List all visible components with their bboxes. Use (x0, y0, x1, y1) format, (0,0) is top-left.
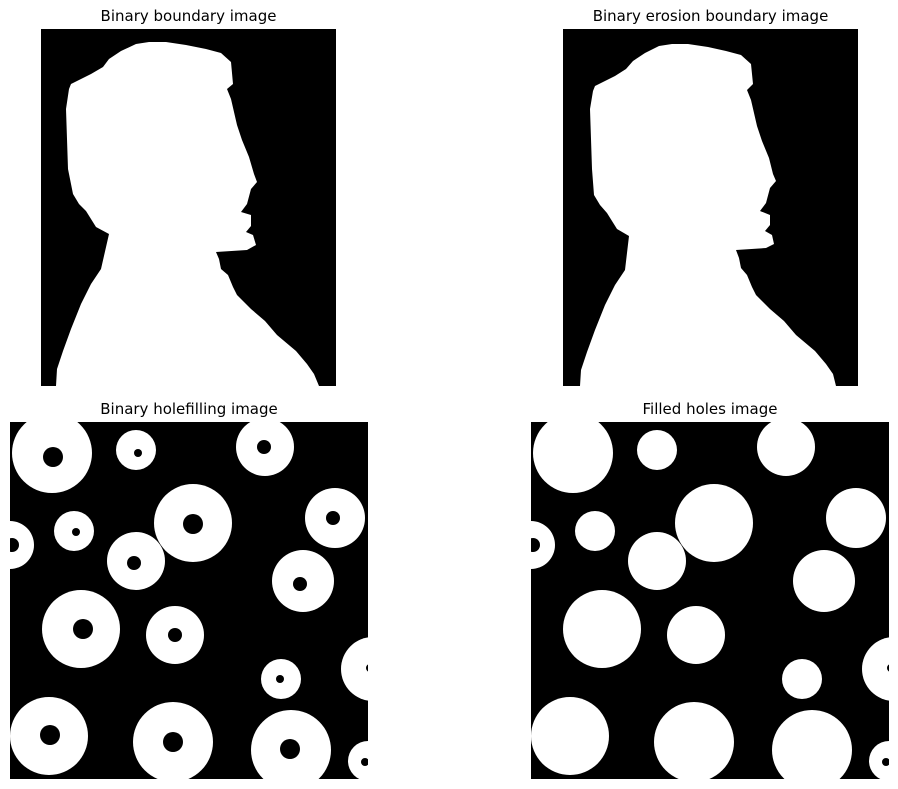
panel-title-binary-boundary: Binary boundary image (100, 7, 277, 25)
panel-title-binary-erosion: Binary erosion boundary image (592, 7, 829, 25)
rings-image (10, 422, 368, 779)
panel-filled-holes-image (531, 422, 889, 779)
filled-circles-image (531, 422, 889, 779)
eroded-silhouette-image (563, 29, 858, 386)
panel-title-filled-holes: Filled holes image (642, 400, 778, 418)
panel-title-binary-holefilling: Binary holefilling image (100, 400, 278, 418)
panel-binary-boundary-image (41, 29, 336, 386)
panel-binary-erosion-image (563, 29, 858, 386)
panel-binary-holefilling-image (10, 422, 368, 779)
silhouette-image (41, 29, 336, 386)
